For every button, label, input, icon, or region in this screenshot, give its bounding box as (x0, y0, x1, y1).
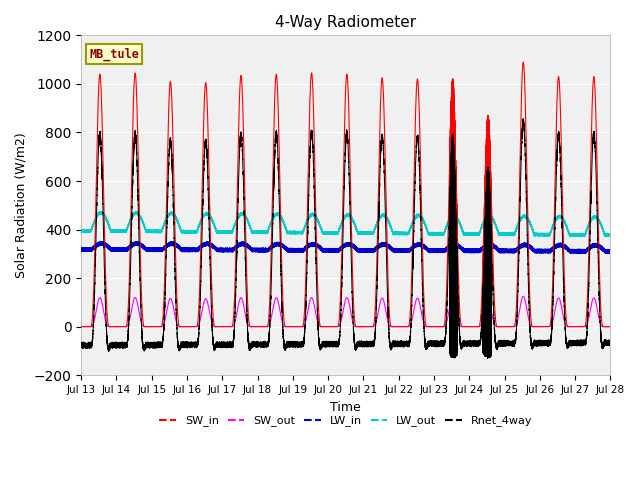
Y-axis label: Solar Radiation (W/m2): Solar Radiation (W/m2) (15, 132, 28, 278)
X-axis label: Time: Time (330, 400, 361, 413)
Legend: SW_in, SW_out, LW_in, LW_out, Rnet_4way: SW_in, SW_out, LW_in, LW_out, Rnet_4way (155, 411, 537, 431)
Text: MB_tule: MB_tule (89, 48, 139, 61)
Title: 4-Way Radiometer: 4-Way Radiometer (275, 15, 417, 30)
